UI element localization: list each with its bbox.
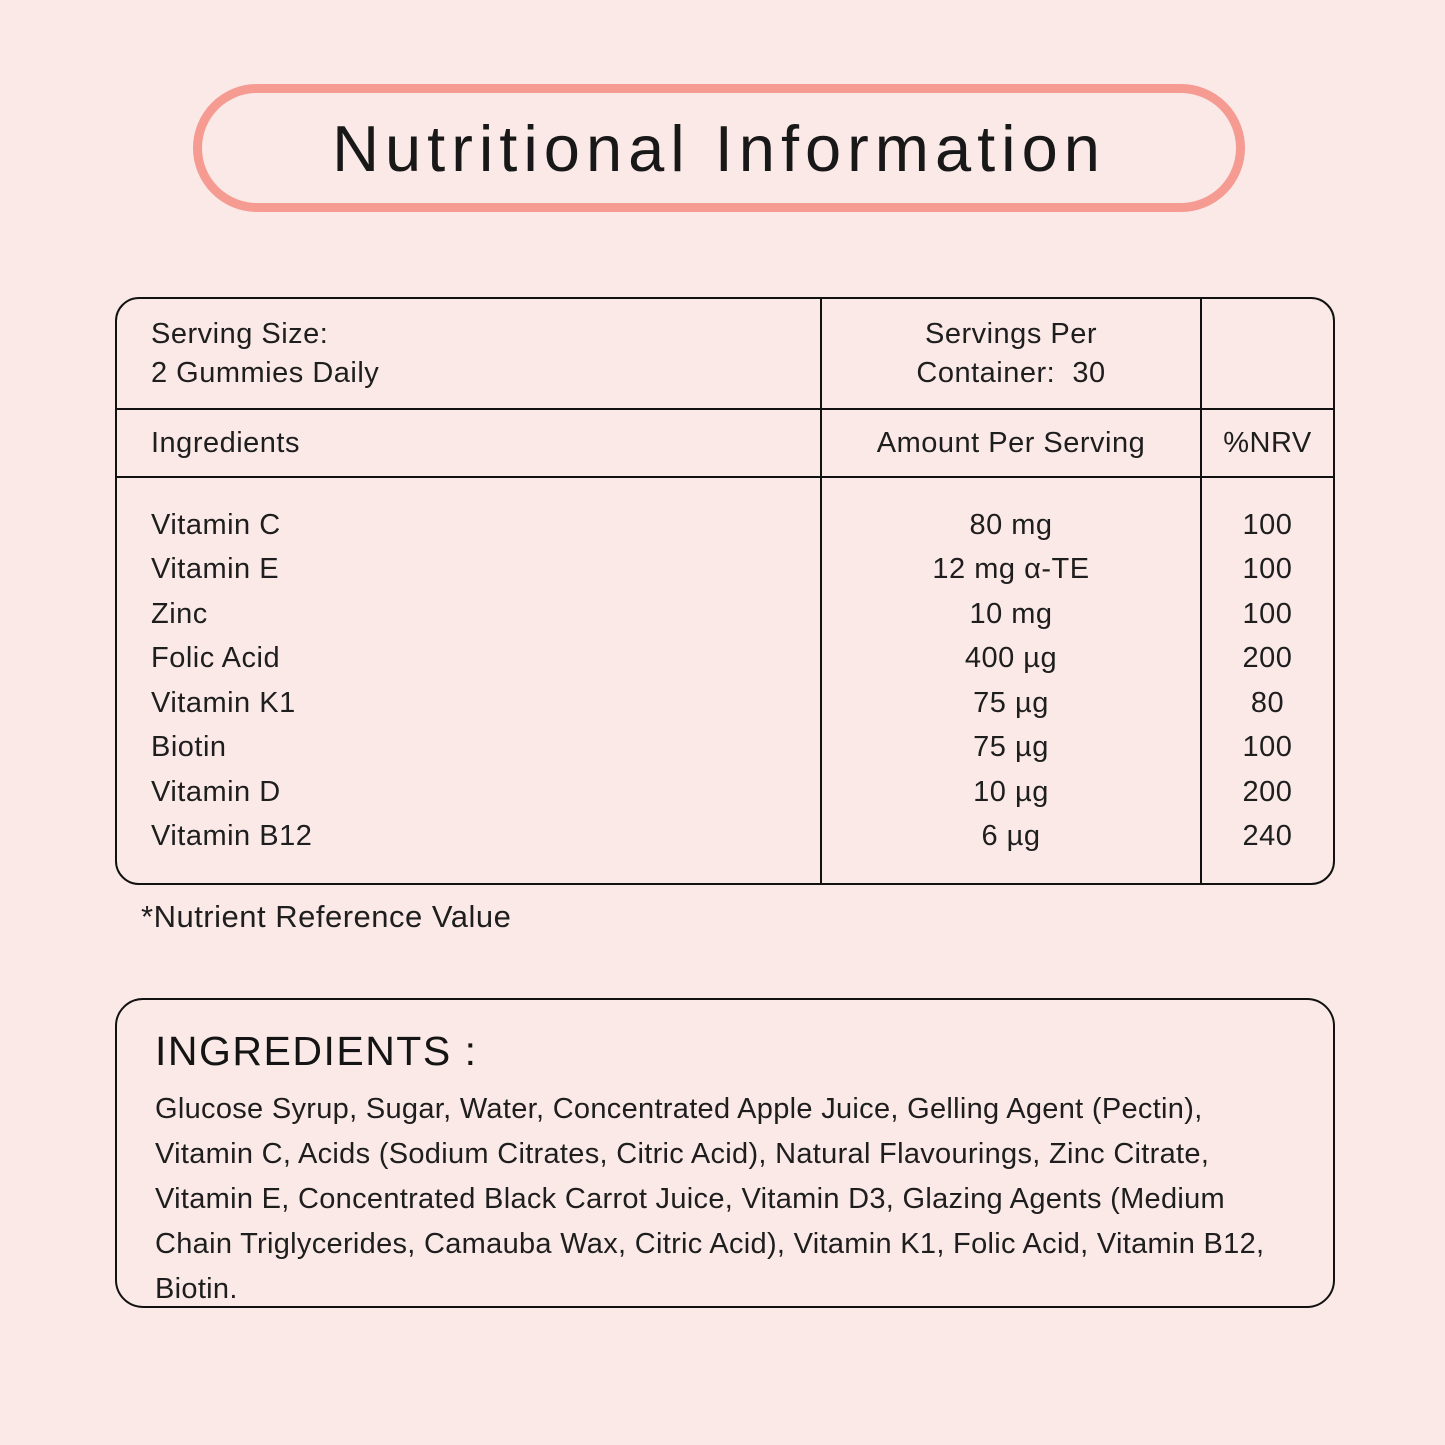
nrv-header-label: %NRV: [1223, 426, 1312, 459]
nutrient-nrv: 200: [1242, 642, 1293, 675]
servings-per-label: Servings Per: [924, 317, 1097, 350]
nutrient-name: Vitamin C: [151, 508, 281, 541]
ingredients-panel: INGREDIENTS : Glucose Syrup, Sugar, Wate…: [115, 998, 1335, 1308]
nrv-column-header: %NRV: [1200, 408, 1333, 476]
nutrient-amount: 400 µg: [964, 642, 1058, 675]
nutrient-amount: 75 µg: [973, 686, 1049, 719]
nutrient-nrv: 100: [1242, 553, 1293, 586]
nrv-footnote: *Nutrient Reference Value: [141, 899, 512, 934]
nutrient-nrv: 100: [1242, 597, 1293, 630]
nutrient-nrv: 240: [1242, 820, 1293, 853]
nutrient-nrv: 100: [1242, 508, 1293, 541]
header-empty-cell: [1200, 299, 1333, 408]
table-body: Vitamin C 80 mg 100 Vitamin E 12 mg α-TE…: [117, 476, 1333, 883]
servings-per-value: Container: 30: [916, 356, 1106, 389]
nutrient-name: Vitamin E: [151, 553, 280, 586]
nutrition-table: Serving Size: 2 Gummies Daily Servings P…: [115, 297, 1335, 885]
nutrient-nrv: 200: [1242, 775, 1293, 808]
nutrient-name: Vitamin B12: [151, 820, 313, 853]
ingredients-header-label: Ingredients: [151, 426, 300, 459]
nutrient-name: Zinc: [151, 597, 208, 630]
nutrient-nrv: 100: [1242, 731, 1293, 764]
serving-size-cell: Serving Size: 2 Gummies Daily: [117, 299, 820, 408]
nutrient-amount: 12 mg α-TE: [932, 553, 1090, 586]
servings-per-container-cell: Servings Per Container: 30: [820, 299, 1200, 408]
nutrient-amount: 75 µg: [973, 731, 1049, 764]
amount-column-header: Amount Per Serving: [820, 408, 1200, 476]
nutrient-amount: 80 mg: [969, 508, 1053, 541]
nutrient-name: Folic Acid: [151, 642, 281, 675]
serving-size-value: 2 Gummies Daily: [151, 356, 380, 389]
title-pill: Nutritional Information: [193, 84, 1245, 212]
page-title: Nutritional Information: [332, 111, 1106, 185]
nutrient-name: Vitamin K1: [151, 686, 296, 719]
nutrient-name: Vitamin D: [151, 775, 281, 808]
nutrient-amount: 6 µg: [981, 820, 1041, 853]
nutrient-name: Biotin: [151, 731, 227, 764]
ingredients-heading: INGREDIENTS :: [155, 1028, 478, 1074]
nutrient-nrv: 80: [1250, 686, 1285, 719]
amount-header-label: Amount Per Serving: [876, 426, 1146, 459]
nutrient-amount: 10 mg: [969, 597, 1053, 630]
serving-size-label: Serving Size:: [151, 317, 329, 350]
nutrient-amount: 10 µg: [973, 775, 1049, 808]
ingredients-column-header: Ingredients: [117, 408, 820, 476]
ingredients-text: Glucose Syrup, Sugar, Water, Concentrate…: [155, 1093, 1265, 1305]
